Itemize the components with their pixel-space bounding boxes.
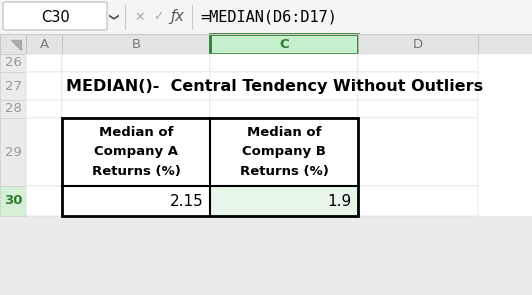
Text: 2.15: 2.15 bbox=[170, 194, 204, 209]
Bar bbox=[358, 72, 478, 100]
Bar bbox=[358, 100, 478, 118]
Bar bbox=[26, 118, 532, 186]
Bar bbox=[0, 54, 26, 72]
Bar bbox=[26, 34, 62, 54]
Text: ❯: ❯ bbox=[107, 13, 117, 21]
Bar bbox=[26, 54, 532, 72]
Bar bbox=[26, 100, 532, 118]
Bar bbox=[210, 186, 358, 216]
Bar bbox=[0, 34, 532, 54]
Text: ✕: ✕ bbox=[135, 11, 145, 24]
Text: 1.9: 1.9 bbox=[328, 194, 352, 209]
Bar bbox=[62, 100, 210, 118]
Bar bbox=[0, 72, 26, 100]
Bar bbox=[358, 118, 478, 186]
Bar bbox=[0, 34, 26, 54]
Text: C30: C30 bbox=[40, 9, 69, 24]
Text: Median of
Company A
Returns (%): Median of Company A Returns (%) bbox=[92, 127, 180, 178]
Text: MEDIAN()-  Central Tendency Without Outliers: MEDIAN()- Central Tendency Without Outli… bbox=[66, 78, 483, 94]
Bar bbox=[358, 54, 478, 72]
Text: 26: 26 bbox=[5, 57, 21, 70]
Text: =MEDIAN(D6:D17): =MEDIAN(D6:D17) bbox=[200, 9, 337, 24]
Text: 27: 27 bbox=[4, 79, 21, 93]
Bar bbox=[358, 34, 478, 54]
Text: ƒx: ƒx bbox=[170, 9, 184, 24]
Polygon shape bbox=[11, 40, 21, 50]
Bar bbox=[26, 186, 532, 216]
Bar bbox=[0, 100, 26, 118]
Text: Median of
Company B
Returns (%): Median of Company B Returns (%) bbox=[239, 127, 328, 178]
Bar bbox=[26, 186, 62, 216]
Bar bbox=[62, 118, 358, 216]
Text: 30: 30 bbox=[4, 194, 22, 207]
Text: 29: 29 bbox=[5, 145, 21, 158]
Text: ✓: ✓ bbox=[153, 11, 163, 24]
Bar bbox=[0, 186, 26, 216]
Bar bbox=[210, 72, 358, 100]
FancyBboxPatch shape bbox=[3, 2, 107, 30]
Bar bbox=[0, 118, 26, 186]
Bar bbox=[26, 54, 62, 72]
Bar bbox=[210, 54, 358, 72]
Bar bbox=[62, 118, 210, 186]
Bar bbox=[26, 72, 532, 100]
Bar bbox=[62, 72, 210, 100]
Bar bbox=[62, 34, 210, 54]
Bar bbox=[210, 118, 358, 186]
Bar bbox=[358, 186, 478, 216]
Bar bbox=[210, 34, 358, 54]
Text: A: A bbox=[39, 37, 48, 50]
Bar bbox=[0, 0, 532, 34]
Text: C: C bbox=[279, 37, 289, 50]
Text: D: D bbox=[413, 37, 423, 50]
Text: 28: 28 bbox=[5, 102, 21, 116]
Bar bbox=[62, 186, 210, 216]
Bar bbox=[26, 72, 62, 100]
Bar bbox=[26, 100, 62, 118]
Bar bbox=[210, 100, 358, 118]
Text: B: B bbox=[131, 37, 140, 50]
Bar bbox=[26, 118, 62, 186]
Bar bbox=[62, 54, 210, 72]
